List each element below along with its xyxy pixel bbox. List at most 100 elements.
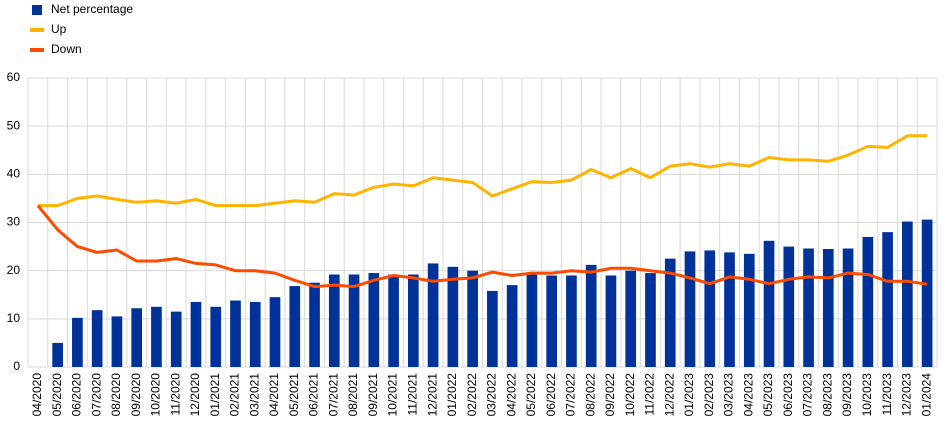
- x-tick-label: 07/2023: [801, 373, 815, 417]
- legend-label: Up: [51, 22, 67, 36]
- x-tick-label: 09/2022: [603, 373, 617, 417]
- bar: [269, 297, 281, 367]
- bar: [408, 274, 419, 367]
- bar: [467, 270, 478, 367]
- x-tick-label: 05/2021: [287, 373, 301, 417]
- y-tick-label: 40: [7, 167, 21, 181]
- x-tick-label: 04/2023: [741, 373, 755, 417]
- bar: [170, 311, 182, 367]
- x-tick-label: 12/2020: [188, 373, 202, 417]
- bar: [230, 300, 241, 367]
- x-tick-label: 11/2021: [406, 373, 420, 416]
- bar: [882, 232, 893, 367]
- bar: [645, 273, 656, 367]
- x-tick-label: 07/2020: [89, 373, 103, 417]
- bar: [309, 282, 320, 367]
- line: [37, 134, 928, 208]
- x-tick-label: 12/2021: [425, 373, 439, 417]
- bar: [328, 274, 340, 367]
- x-tick-label: 03/2021: [247, 373, 261, 417]
- bar: [566, 275, 577, 367]
- y-tick-label: 30: [7, 215, 21, 229]
- bar: [249, 301, 261, 367]
- bar: [151, 306, 162, 367]
- x-tick-label: 01/2021: [208, 373, 222, 417]
- bar: [724, 252, 735, 367]
- x-tick-label: 07/2022: [564, 373, 578, 417]
- x-tick-label: 11/2020: [168, 373, 182, 416]
- bar: [921, 219, 933, 367]
- x-tick-label: 02/2021: [228, 373, 242, 417]
- x-tick-label: 10/2023: [860, 373, 874, 417]
- bar: [190, 301, 202, 367]
- legend-label: Down: [51, 42, 82, 56]
- x-tick-label: 05/2022: [524, 373, 538, 417]
- x-tick-label: 06/2022: [544, 373, 558, 417]
- y-tick-label: 10: [7, 311, 21, 325]
- bar: [684, 251, 696, 367]
- x-tick-label: 04/2021: [267, 373, 281, 417]
- x-tick-label: 11/2022: [643, 373, 657, 416]
- bar: [289, 286, 301, 367]
- bar: [704, 250, 716, 367]
- x-tick-label: 12/2023: [900, 373, 914, 417]
- bar: [348, 274, 360, 367]
- line: [36, 204, 928, 289]
- x-tick-label: 10/2022: [623, 373, 637, 417]
- bar: [210, 306, 222, 367]
- y-tick-label: 20: [7, 263, 21, 277]
- bar: [506, 285, 518, 367]
- x-tick-label: 06/2023: [781, 373, 795, 417]
- bar: [605, 275, 617, 367]
- bar: [902, 221, 913, 367]
- bar: [111, 316, 123, 367]
- bar: [842, 248, 854, 367]
- x-tick-label: 02/2023: [702, 373, 716, 417]
- bar: [52, 342, 63, 367]
- bar: [388, 274, 399, 367]
- legend-label: Net percentage: [51, 2, 133, 16]
- bar: [91, 310, 103, 367]
- x-tick-label: 05/2023: [761, 373, 775, 417]
- bar: [131, 308, 143, 367]
- bar: [783, 246, 795, 367]
- x-tick-label: 07/2021: [326, 373, 340, 417]
- x-tick-label: 10/2020: [149, 373, 163, 417]
- bar: [546, 275, 557, 367]
- x-tick-label: 03/2023: [722, 373, 736, 417]
- x-tick-label: 11/2023: [880, 373, 894, 416]
- bar: [72, 317, 83, 367]
- x-tick-label: 04/2020: [30, 373, 44, 417]
- x-tick-label: 10/2021: [386, 373, 400, 417]
- x-tick-label: 01/2024: [919, 373, 933, 417]
- x-tick-label: 05/2020: [50, 373, 64, 417]
- x-tick-label: 08/2021: [346, 373, 360, 417]
- x-tick-label: 09/2021: [366, 373, 380, 417]
- bar: [447, 266, 459, 367]
- x-tick-label: 01/2023: [682, 373, 696, 417]
- x-tick-label: 06/2021: [307, 373, 321, 417]
- legend-swatch: [32, 5, 42, 15]
- x-tick-label: 04/2022: [504, 373, 518, 417]
- bar: [625, 270, 637, 367]
- y-tick-label: 60: [7, 70, 21, 84]
- x-tick-label: 06/2020: [70, 373, 84, 417]
- bar: [743, 253, 755, 367]
- bar: [763, 240, 775, 367]
- x-tick-label: 08/2020: [109, 373, 123, 417]
- x-tick-label: 08/2023: [820, 373, 834, 417]
- x-tick-label: 09/2020: [129, 373, 143, 417]
- bar: [487, 290, 498, 367]
- x-tick-label: 01/2022: [445, 373, 459, 417]
- y-tick-label: 0: [13, 359, 20, 373]
- y-tick-label: 50: [7, 118, 21, 132]
- bar: [862, 236, 874, 367]
- bar: [585, 264, 597, 367]
- x-tick-label: 02/2022: [465, 373, 479, 417]
- bar: [427, 263, 439, 367]
- bar: [822, 248, 834, 367]
- bar: [368, 273, 380, 367]
- bar: [803, 248, 814, 367]
- bar: [526, 273, 538, 367]
